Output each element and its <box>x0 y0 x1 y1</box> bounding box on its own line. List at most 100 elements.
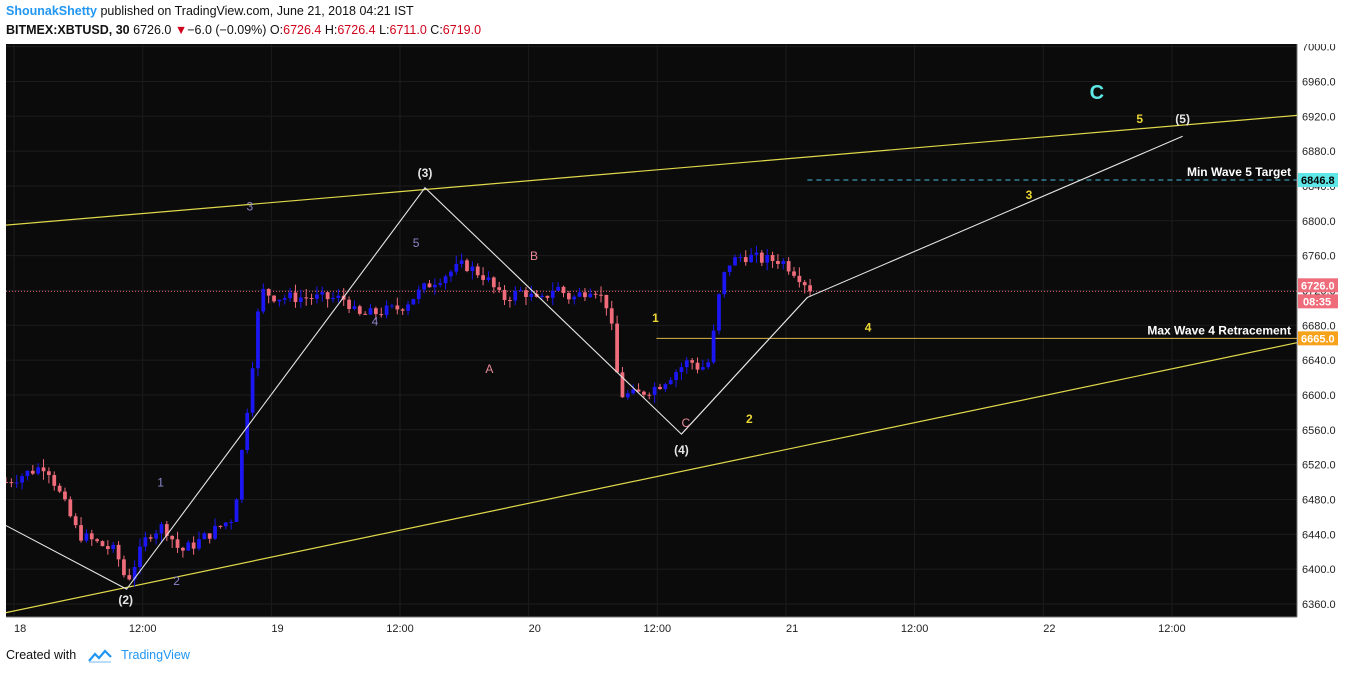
price-tick-label: 6680.0 <box>1302 320 1336 332</box>
wave-label: 4 <box>865 320 872 334</box>
candle <box>175 531 180 553</box>
candle-body <box>411 299 416 305</box>
candle-body <box>170 535 175 540</box>
candle-body <box>604 294 609 309</box>
candle <box>454 255 459 275</box>
candle-body <box>465 260 469 271</box>
candle <box>89 529 94 546</box>
candle <box>786 257 791 275</box>
candle <box>700 359 705 371</box>
tradingview-link[interactable]: TradingView <box>121 648 190 662</box>
candle <box>518 286 523 292</box>
candle-body <box>502 289 507 301</box>
candle <box>620 366 625 398</box>
candle-body <box>652 386 657 395</box>
wave-label: 1 <box>652 311 659 325</box>
candle-body <box>797 275 802 283</box>
candle <box>668 377 673 385</box>
candle <box>229 519 234 530</box>
candle-body <box>309 298 314 300</box>
candle <box>14 474 19 488</box>
candle-body <box>277 299 282 302</box>
candle-body <box>89 533 94 540</box>
candle-body <box>229 522 234 524</box>
candle <box>636 383 641 392</box>
candle-body <box>100 541 105 547</box>
candle-body <box>374 308 378 315</box>
retracement-price-badge: 6665.0 <box>1301 333 1335 345</box>
candle <box>154 529 158 545</box>
candle-body <box>625 393 630 398</box>
time-tick-label: 18 <box>14 623 26 635</box>
max-wave4-retracement-label: Max Wave 4 Retracement <box>1147 323 1291 337</box>
candle <box>347 296 351 314</box>
time-tick-label: 12:00 <box>1158 623 1186 635</box>
candle <box>508 296 512 308</box>
candle <box>315 286 319 304</box>
candle-body <box>379 314 384 316</box>
candle-body <box>256 311 260 369</box>
candle-body <box>395 305 400 310</box>
candle-body <box>518 290 523 292</box>
candle <box>631 384 636 395</box>
candle-body <box>175 539 180 548</box>
close-label: C: <box>430 23 443 37</box>
candle <box>684 357 689 374</box>
candle-body <box>288 292 292 299</box>
candle-body <box>481 275 485 280</box>
time-tick-label: 12:00 <box>129 623 157 635</box>
wave-label: 2 <box>746 412 753 426</box>
author-link[interactable]: ShounakShetty <box>6 4 97 18</box>
candle <box>336 288 341 303</box>
candle <box>127 568 132 581</box>
candle <box>191 536 196 555</box>
candle <box>711 324 716 365</box>
candle <box>770 251 775 268</box>
candle <box>266 288 271 304</box>
candle-body <box>540 295 544 297</box>
candle <box>368 303 373 315</box>
candle <box>572 294 577 305</box>
retracement-price-badge-bg <box>1298 331 1338 346</box>
candle <box>245 408 250 454</box>
candle <box>148 534 153 542</box>
candle-body <box>695 362 700 370</box>
price-tick-label: 6880.0 <box>1302 146 1336 158</box>
candle <box>234 498 239 523</box>
candle-body <box>717 294 721 331</box>
ohlc-line: BITMEX:XBTUSD, 30 6726.0 ▼−6.0 (−0.09%) … <box>6 23 481 37</box>
candle <box>738 253 743 263</box>
candle-body <box>497 287 502 290</box>
candle <box>400 307 405 315</box>
wave-label: (3) <box>418 166 433 180</box>
candle <box>256 308 260 377</box>
price-tick-label: 6800.0 <box>1302 216 1336 228</box>
candle <box>68 496 73 518</box>
candle <box>481 267 485 286</box>
candle <box>293 284 298 308</box>
candle-body <box>320 292 325 295</box>
candle <box>513 286 518 306</box>
price-tick-label: 6600.0 <box>1302 390 1336 402</box>
candle <box>9 478 14 488</box>
chart-area[interactable]: 7000.06960.06920.06880.06840.06800.06760… <box>4 42 1342 636</box>
candle <box>604 294 609 316</box>
candle-body <box>674 372 678 381</box>
candle-body <box>642 391 646 395</box>
plot-background <box>6 44 1297 617</box>
price-tick-label: 6640.0 <box>1302 355 1336 367</box>
candle-body <box>282 298 287 300</box>
candle-body <box>272 295 276 302</box>
candle-body <box>700 367 705 370</box>
wave-c-segment <box>681 297 808 435</box>
candle-body <box>47 471 51 476</box>
candle <box>743 250 748 266</box>
open-label: O: <box>269 23 284 37</box>
candle-body <box>384 305 389 315</box>
price-chart[interactable]: 7000.06960.06920.06880.06840.06800.06760… <box>4 42 1342 636</box>
candle-body <box>36 467 41 474</box>
candle <box>432 278 437 295</box>
candle <box>475 263 480 279</box>
candle-body <box>293 292 298 303</box>
candle-body <box>213 525 217 539</box>
